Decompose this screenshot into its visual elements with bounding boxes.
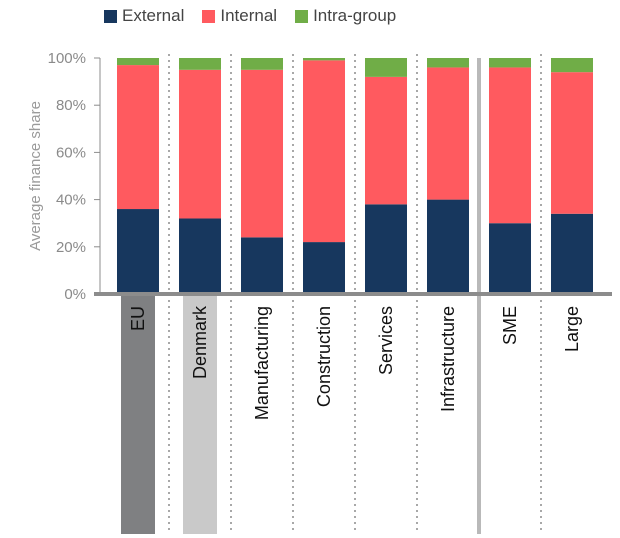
bar-eu-internal xyxy=(117,65,159,210)
x-tick-label-large: Large xyxy=(562,306,582,352)
legend-item-external: External xyxy=(104,6,184,26)
legend-item-internal: Internal xyxy=(202,6,277,26)
bar-sme-internal xyxy=(489,67,531,224)
x-tick-label-eu: EU xyxy=(128,306,148,331)
legend-label-internal: Internal xyxy=(220,6,278,25)
bar-denmark-internal xyxy=(179,69,221,219)
bar-infrastructure-intra-group xyxy=(427,58,469,68)
bar-construction-intra-group xyxy=(303,58,345,61)
bar-manufacturing-intra-group xyxy=(241,58,283,70)
bar-large-external xyxy=(551,213,593,294)
bar-services-external xyxy=(365,204,407,294)
legend-swatch-external xyxy=(104,9,117,23)
y-tick-label: 60% xyxy=(56,144,86,161)
y-tick-label: 40% xyxy=(56,192,86,209)
legend-swatch-intra-group xyxy=(295,9,309,23)
legend-label-external: External xyxy=(122,6,185,25)
legend-swatch-internal xyxy=(202,9,216,23)
x-tick-label-services: Services xyxy=(376,306,396,375)
x-tick-label-sme: SME xyxy=(500,306,520,345)
bar-large-intra-group xyxy=(551,58,593,73)
x-tick-label-construction: Construction xyxy=(314,306,334,407)
bar-large-internal xyxy=(551,72,593,214)
bar-sme-intra-group xyxy=(489,58,531,68)
bar-eu-intra-group xyxy=(117,58,159,66)
x-tick-label-denmark: Denmark xyxy=(190,305,210,379)
bar-eu-external xyxy=(117,209,159,294)
x-tick-label-infrastructure: Infrastructure xyxy=(438,306,458,412)
bar-denmark-external xyxy=(179,218,221,294)
x-tick-label-manufacturing: Manufacturing xyxy=(252,306,272,420)
bar-infrastructure-internal xyxy=(427,67,469,200)
highlight-column-eu xyxy=(121,294,155,534)
bar-denmark-intra-group xyxy=(179,58,221,70)
bar-services-internal xyxy=(365,76,407,205)
bar-construction-internal xyxy=(303,60,345,243)
y-tick-label: 20% xyxy=(56,239,86,256)
y-tick-label: 0% xyxy=(64,286,86,303)
bar-sme-external xyxy=(489,223,531,294)
bar-manufacturing-internal xyxy=(241,69,283,238)
y-axis-title: Average finance share xyxy=(27,101,44,251)
y-tick-label: 80% xyxy=(56,97,86,114)
bar-services-intra-group xyxy=(365,58,407,77)
y-tick-label: 100% xyxy=(48,50,86,67)
legend-label-intra-group: Intra-group xyxy=(313,6,397,25)
legend-item-intra-group: Intra-group xyxy=(295,6,396,26)
bar-manufacturing-external xyxy=(241,237,283,294)
highlight-column-denmark xyxy=(183,294,217,534)
chart-legend: External Internal Intra-group xyxy=(104,6,414,26)
bar-construction-external xyxy=(303,242,345,294)
bar-infrastructure-external xyxy=(427,199,469,294)
